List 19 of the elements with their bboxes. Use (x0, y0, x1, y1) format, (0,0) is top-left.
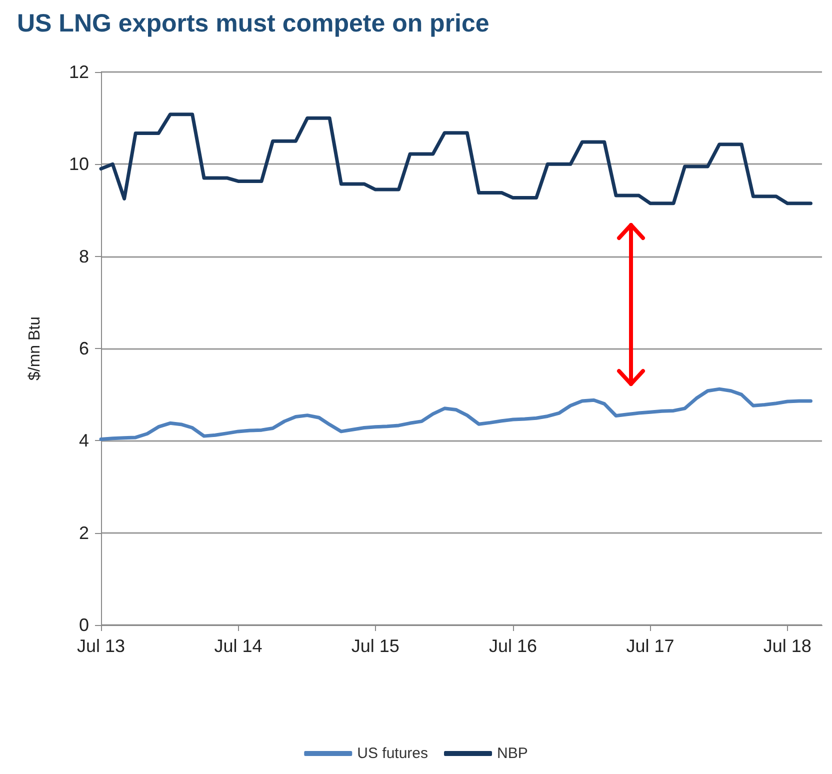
x-tick-label: Jul 17 (626, 636, 674, 656)
x-tick-label: Jul 16 (488, 636, 538, 656)
x-tick-label: Jul 14 (214, 636, 262, 656)
legend-label: NBP (497, 745, 528, 762)
y-tick-label: 0 (78, 615, 89, 635)
x-tick-label: Jul 18 (763, 636, 812, 656)
line-series (99, 387, 812, 442)
x-tick-label: Jul 13 (76, 636, 126, 656)
chart-title: US LNG exports must compete on price (17, 10, 490, 38)
y-tick-label: 6 (78, 338, 89, 358)
x-tick-label: Jul 15 (351, 636, 400, 656)
y-axis-title: $/mn Btu (26, 316, 44, 381)
y-tick-label: 2 (78, 522, 89, 543)
y-tick-label: 12 (68, 62, 89, 82)
line-series (99, 112, 812, 206)
y-tick-label: 4 (78, 430, 89, 451)
y-tick-label: 8 (78, 246, 89, 266)
legend-label: US futures (357, 745, 428, 762)
y-tick-label: 10 (68, 154, 89, 174)
